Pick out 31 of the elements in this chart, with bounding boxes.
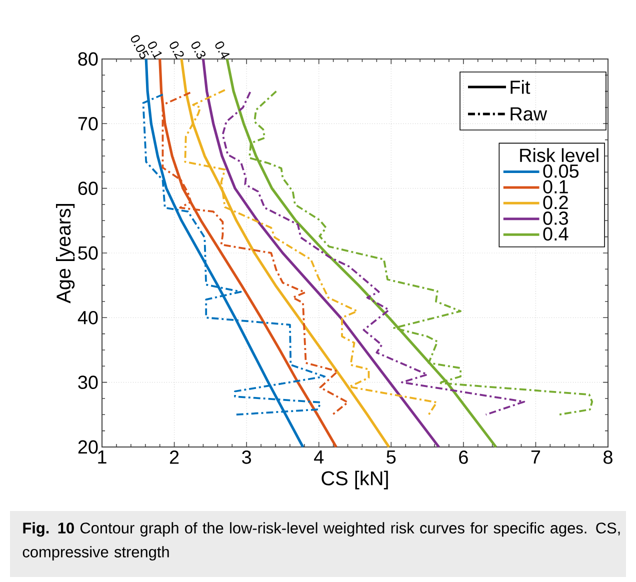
y-axis-title: Age [years] (56, 204, 75, 304)
y-tick-label: 60 (78, 182, 98, 196)
text: 0.3 (191, 42, 206, 59)
y-tick-label: 30 (78, 376, 98, 390)
x-tick-label: 4 (314, 450, 324, 464)
y-tick-label: 20 (78, 440, 98, 454)
legend-title: Risk level (520, 148, 598, 162)
text: 0.2 (170, 42, 184, 60)
y-tick-label: 40 (78, 310, 98, 324)
x-tick-label: 8 (604, 450, 612, 464)
x-tick-label: 2 (170, 450, 179, 464)
y-tick-label: 50 (78, 246, 98, 260)
x-tick-label: 6 (459, 450, 468, 464)
text: 0.1 (148, 42, 162, 60)
x-tick-label: 7 (531, 450, 540, 464)
legend-label: 0.1 (543, 180, 568, 194)
legend-label: 0.4 (543, 227, 568, 241)
x-tick-label: 5 (386, 450, 396, 464)
y-tick-label: 70 (78, 116, 98, 130)
legend-label: 0.05 (543, 164, 579, 178)
text: 0.05 (130, 35, 149, 59)
y-tick-label: 80 (78, 52, 98, 66)
x-tick-label: 3 (242, 450, 251, 464)
annotation: Raw (510, 107, 548, 121)
x-tick-label: 1 (98, 450, 106, 464)
text: Fig. 10 Contour graph of the low-risk-level weighted risk curves for specific ages. CS, compressive strength (22, 522, 620, 560)
text: 0.4 (215, 42, 230, 59)
legend-label: 0.3 (543, 212, 568, 225)
annotation: Fit (510, 80, 530, 94)
x-axis-title: CS [kN] (322, 470, 388, 490)
legend-label: 0.2 (543, 196, 568, 210)
